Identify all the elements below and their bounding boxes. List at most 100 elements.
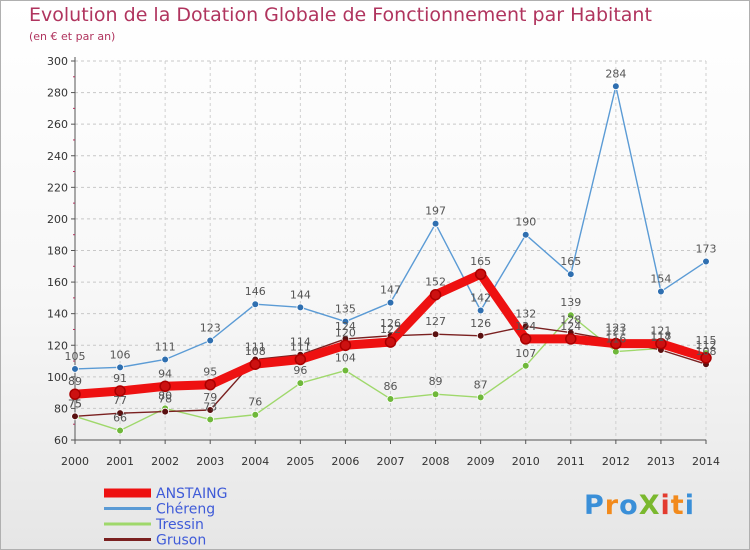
data-point [566, 270, 575, 278]
y-tick-label: 140 [47, 308, 68, 321]
y-tick-label: 120 [47, 339, 68, 352]
data-point [71, 412, 79, 421]
logo-letter: X [638, 490, 661, 521]
data-point [294, 353, 307, 366]
data-point [657, 287, 665, 296]
data-label: 111 [155, 340, 176, 353]
data-label: 89 [68, 375, 82, 388]
data-label: 66 [113, 412, 127, 425]
data-point [161, 355, 169, 364]
x-tick-label: 2013 [647, 455, 675, 468]
data-label: 197 [425, 205, 446, 218]
data-point [206, 406, 215, 414]
data-label: 112 [696, 339, 717, 352]
y-tick-label: 60 [54, 434, 68, 447]
data-label: 118 [650, 329, 671, 342]
data-point [702, 257, 710, 266]
data-point [700, 352, 712, 364]
data-label: 123 [605, 322, 626, 335]
data-label: 115 [696, 334, 717, 347]
chart-title: Evolution de la Dotation Globale de Fonc… [29, 4, 652, 26]
x-tick-label: 2005 [286, 455, 314, 468]
data-label: 121 [650, 325, 671, 338]
data-point [386, 298, 395, 307]
data-point [116, 409, 124, 417]
x-tick-label: 2014 [692, 455, 720, 468]
data-label: 128 [560, 314, 581, 327]
data-point [476, 306, 485, 315]
data-point [476, 393, 485, 402]
y-tick-label: 200 [47, 213, 68, 226]
data-label: 78 [158, 393, 172, 406]
data-label: 87 [474, 378, 488, 391]
y-tick-label: 300 [47, 55, 68, 68]
legend-label: ANSTAING [156, 486, 227, 502]
data-label: 127 [425, 315, 446, 328]
data-label: 105 [65, 350, 86, 363]
legend-label: Tressin [155, 517, 204, 533]
data-label: 111 [245, 340, 266, 353]
x-tick-label: 2010 [512, 455, 540, 468]
data-label: 132 [515, 307, 536, 320]
data-label: 76 [248, 396, 262, 409]
data-label: 284 [605, 67, 626, 80]
data-point [610, 337, 622, 350]
data-point [69, 388, 81, 400]
y-tick-label: 80 [54, 402, 68, 415]
data-label: 126 [380, 317, 401, 330]
x-tick-label: 2008 [422, 455, 450, 468]
data-label: 147 [380, 284, 401, 297]
x-tick-label: 2007 [377, 455, 405, 468]
data-label: 135 [335, 303, 356, 316]
data-label: 139 [560, 296, 581, 309]
data-point [341, 366, 350, 375]
data-point [71, 365, 79, 373]
x-tick-label: 2002 [151, 455, 179, 468]
legend-label: Chéreng [156, 502, 215, 518]
data-label: 107 [515, 347, 536, 360]
x-tick-label: 2009 [467, 455, 495, 468]
data-label: 96 [293, 364, 307, 377]
data-label: 142 [470, 292, 491, 305]
x-tick-label: 2004 [241, 455, 269, 468]
logo-letter: P [584, 490, 605, 521]
data-point [431, 390, 440, 399]
data-label: 79 [203, 391, 217, 404]
data-label: 165 [560, 255, 581, 268]
y-tick-label: 180 [47, 245, 68, 258]
logo-letter: o [619, 490, 639, 521]
data-label: 75 [68, 397, 82, 410]
data-label: 116 [605, 333, 626, 346]
data-point [206, 336, 215, 345]
chart-subtitle: (en € et par an) [29, 30, 116, 43]
data-point [384, 336, 397, 348]
data-label: 111 [290, 340, 311, 353]
data-label: 104 [335, 352, 356, 365]
data-label: 106 [110, 348, 131, 361]
data-label: 126 [470, 317, 491, 330]
data-point [655, 337, 667, 350]
legend-label: Gruson [156, 533, 206, 549]
data-point [474, 268, 487, 280]
data-point [521, 230, 530, 239]
data-point [251, 410, 260, 419]
x-tick-label: 2011 [557, 455, 585, 468]
data-label: 173 [696, 243, 717, 256]
data-point [116, 363, 124, 372]
y-tick-label: 100 [47, 371, 68, 384]
data-point [519, 333, 532, 345]
data-point [565, 333, 577, 345]
data-point [431, 330, 440, 338]
y-tick-label: 160 [47, 276, 68, 289]
data-point [204, 378, 216, 391]
data-point [296, 379, 305, 387]
data-label: 80 [158, 389, 172, 402]
data-label: 124 [335, 320, 356, 333]
logo-letter: r [604, 490, 620, 521]
data-label: 117 [650, 331, 671, 344]
data-point [206, 415, 215, 424]
logo-letter: i [660, 490, 671, 521]
data-label: 77 [113, 394, 127, 407]
